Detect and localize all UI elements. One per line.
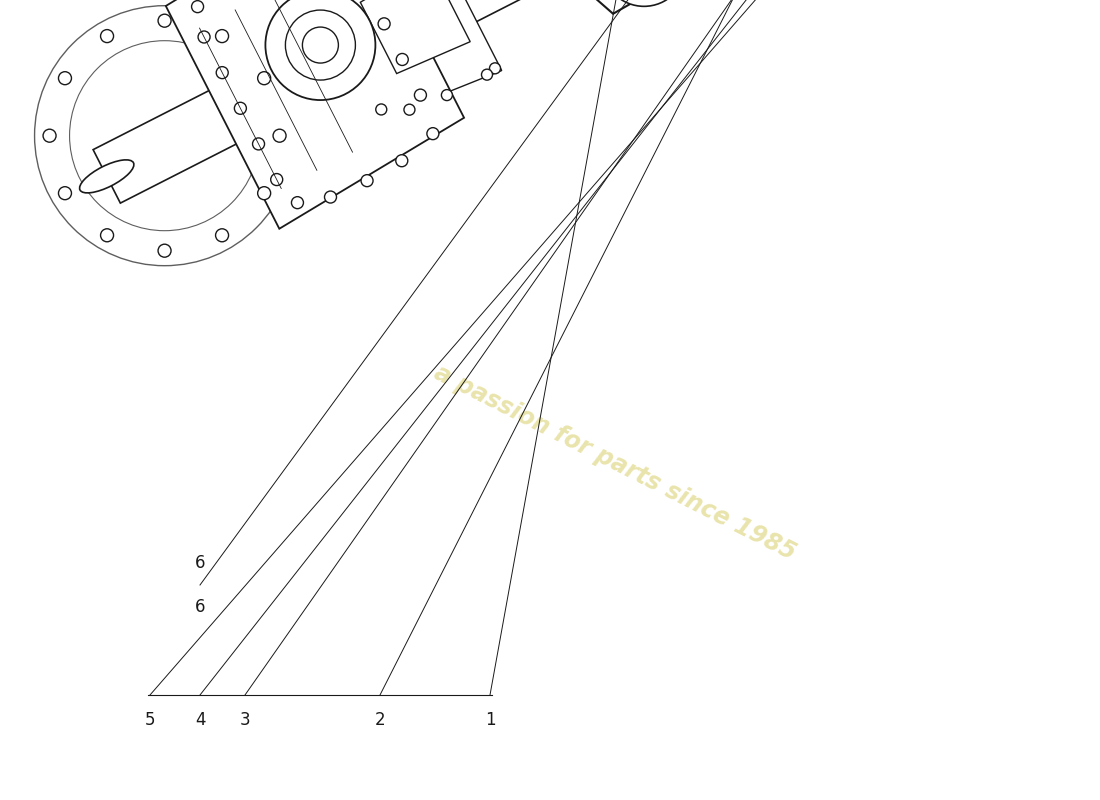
Circle shape	[361, 174, 373, 186]
Circle shape	[396, 154, 408, 166]
Polygon shape	[94, 0, 565, 203]
Circle shape	[482, 69, 493, 80]
Text: 6: 6	[195, 554, 206, 572]
Circle shape	[198, 31, 210, 43]
Ellipse shape	[34, 6, 295, 266]
Polygon shape	[166, 0, 464, 229]
Circle shape	[216, 30, 229, 42]
Circle shape	[415, 89, 427, 101]
Circle shape	[191, 1, 204, 13]
Circle shape	[100, 30, 113, 42]
Text: 1: 1	[485, 711, 495, 729]
Circle shape	[100, 229, 113, 242]
Ellipse shape	[69, 41, 260, 230]
Circle shape	[216, 229, 229, 242]
Ellipse shape	[79, 160, 134, 193]
Circle shape	[324, 191, 337, 203]
Circle shape	[273, 129, 286, 142]
Polygon shape	[306, 0, 502, 122]
Circle shape	[217, 66, 228, 78]
Text: 2: 2	[375, 711, 385, 729]
Text: a passion for parts since 1985: a passion for parts since 1985	[430, 361, 800, 565]
Circle shape	[404, 104, 415, 115]
Circle shape	[376, 104, 387, 115]
Text: 4: 4	[195, 711, 206, 729]
Circle shape	[43, 129, 56, 142]
Circle shape	[490, 63, 500, 74]
Circle shape	[58, 72, 72, 85]
Circle shape	[271, 174, 283, 186]
Text: 6: 6	[195, 598, 206, 616]
Circle shape	[257, 186, 271, 200]
Circle shape	[257, 72, 271, 85]
Circle shape	[292, 197, 304, 209]
Ellipse shape	[285, 10, 355, 80]
Circle shape	[234, 102, 246, 114]
Polygon shape	[536, 0, 700, 14]
Ellipse shape	[265, 0, 375, 100]
Circle shape	[346, 46, 358, 57]
Text: 5: 5	[145, 711, 155, 729]
Circle shape	[58, 186, 72, 200]
Text: 3: 3	[240, 711, 251, 729]
Ellipse shape	[302, 27, 339, 63]
Circle shape	[158, 244, 172, 257]
Circle shape	[441, 90, 452, 101]
Circle shape	[396, 54, 408, 66]
Ellipse shape	[602, 0, 686, 6]
Circle shape	[378, 18, 390, 30]
Polygon shape	[361, 0, 470, 74]
Circle shape	[427, 128, 439, 140]
Circle shape	[253, 138, 264, 150]
Circle shape	[158, 14, 172, 27]
